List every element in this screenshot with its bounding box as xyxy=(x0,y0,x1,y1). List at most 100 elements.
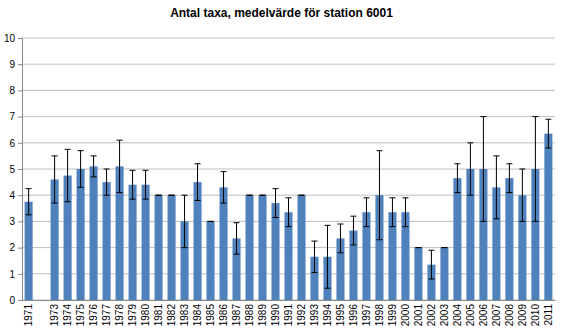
tick-label: 2 xyxy=(9,242,15,253)
tick: 1974 xyxy=(62,300,73,326)
tick-label: 2000 xyxy=(400,304,411,327)
error-bar xyxy=(545,119,551,148)
tick: 7 xyxy=(9,111,22,122)
tick: 2 xyxy=(9,242,22,253)
tick: 1995 xyxy=(335,300,346,326)
bar xyxy=(245,195,253,300)
error-bar xyxy=(337,224,343,253)
y-axis: 012345678910 xyxy=(4,33,23,306)
bar xyxy=(453,178,461,300)
tick-label: 1983 xyxy=(179,304,190,327)
error-bar xyxy=(441,247,447,248)
error-bar xyxy=(454,164,460,193)
tick: 2004 xyxy=(452,300,463,326)
error-bar xyxy=(65,149,71,201)
tick-label: 1 xyxy=(9,269,15,280)
tick: 1989 xyxy=(257,300,268,326)
chart: Antal taxa, medelvärde för station 60010… xyxy=(0,0,563,334)
axis-line xyxy=(18,39,23,301)
error-bar xyxy=(247,195,253,196)
tick-label: 1971 xyxy=(23,304,34,327)
error-bar xyxy=(91,156,97,177)
error-bar xyxy=(273,189,279,218)
error-bars xyxy=(26,117,552,289)
tick: 1999 xyxy=(387,300,398,326)
tick: 1979 xyxy=(127,300,138,326)
tick: 1975 xyxy=(75,300,86,326)
tick-label: 2002 xyxy=(426,304,437,327)
error-bar xyxy=(52,156,58,203)
tick-label: 5 xyxy=(9,164,15,175)
bar xyxy=(440,248,448,300)
error-bar xyxy=(311,241,317,272)
tick: 1976 xyxy=(88,300,99,326)
tick-mark xyxy=(18,274,22,275)
error-bar xyxy=(519,169,525,221)
error-bar xyxy=(104,169,110,195)
tick: 4 xyxy=(9,190,22,201)
tick-label: 7 xyxy=(9,111,15,122)
tick: 1983 xyxy=(179,300,190,326)
tick-label: 1994 xyxy=(322,304,333,327)
tick-mark xyxy=(18,64,22,65)
tick: 2005 xyxy=(465,300,476,326)
bar xyxy=(414,248,422,300)
tick-label: 1989 xyxy=(257,304,268,327)
grid-line xyxy=(22,142,555,143)
plot: 0123456789101971197319741975197619771978… xyxy=(4,33,556,327)
tick-label: 4 xyxy=(9,190,15,201)
tick-label: 2007 xyxy=(491,304,502,327)
bar xyxy=(505,178,513,300)
tick-mark xyxy=(18,169,22,170)
grid-line xyxy=(22,195,555,196)
tick-label: 2006 xyxy=(478,304,489,327)
error-bar xyxy=(402,198,408,227)
tick: 8 xyxy=(9,85,22,96)
tick-label: 1990 xyxy=(270,304,281,327)
error-bar xyxy=(221,172,227,203)
tick-label: 1975 xyxy=(75,304,86,327)
bar xyxy=(220,187,228,300)
tick-label: 2003 xyxy=(439,304,450,327)
error-bar xyxy=(78,151,84,188)
tick-mark xyxy=(18,90,22,91)
bar xyxy=(155,195,163,300)
tick: 10 xyxy=(4,33,22,44)
error-bar xyxy=(143,170,149,199)
tick-mark xyxy=(18,300,22,301)
error-bar xyxy=(298,195,304,196)
bar xyxy=(103,182,111,300)
tick-label: 2004 xyxy=(452,304,463,327)
tick: 1985 xyxy=(205,300,216,326)
tick: 1971 xyxy=(23,300,34,326)
tick: 2010 xyxy=(530,300,541,326)
tick: 2002 xyxy=(426,300,437,326)
tick-label: 1995 xyxy=(335,304,346,327)
tick: 1982 xyxy=(166,300,177,326)
error-bar xyxy=(130,170,136,199)
tick-label: 2001 xyxy=(413,304,424,327)
error-bar xyxy=(156,195,162,196)
tick: 1984 xyxy=(192,300,203,326)
tick-label: 1998 xyxy=(374,304,385,327)
tick: 1981 xyxy=(153,300,164,326)
tick-label: 1981 xyxy=(153,304,164,327)
tick: 5 xyxy=(9,164,22,175)
bars xyxy=(25,117,553,300)
tick-label: 2009 xyxy=(517,304,528,327)
tick: 2006 xyxy=(478,300,489,326)
error-bar xyxy=(260,195,266,196)
grid-line xyxy=(22,38,555,39)
tick-label: 2008 xyxy=(504,304,515,327)
tick-label: 1979 xyxy=(127,304,138,327)
tick-label: 1991 xyxy=(283,304,294,327)
tick-label: 8 xyxy=(9,85,15,96)
tick-mark xyxy=(18,38,22,39)
bar xyxy=(25,202,33,300)
tick: 1988 xyxy=(244,300,255,326)
bar xyxy=(129,185,137,300)
tick-label: 0 xyxy=(9,295,15,306)
error-bar xyxy=(208,221,214,222)
tick-label: 1978 xyxy=(114,304,125,327)
error-bar xyxy=(493,156,499,219)
